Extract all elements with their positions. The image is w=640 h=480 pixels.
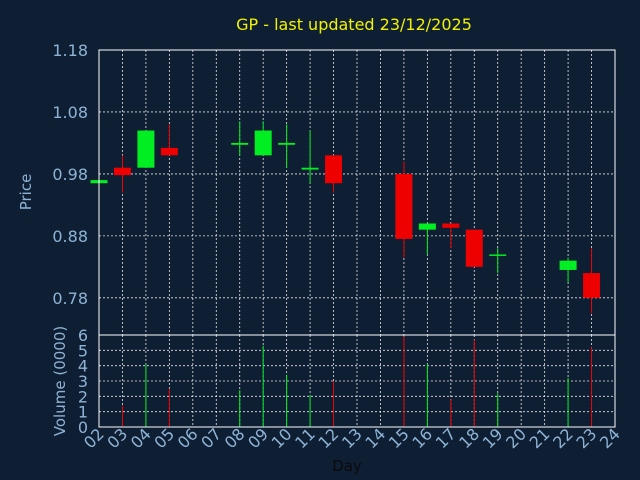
volume-plot-frame [98, 334, 616, 428]
volume-y-tick-label: 5 [78, 341, 88, 360]
price-panel: 1.18 1.08 0.98 0.88 0.78 Price [17, 41, 616, 336]
price-y-tick-label: 0.98 [52, 165, 88, 184]
candle-08 [231, 121, 249, 156]
candle-body [418, 223, 436, 230]
price-grid [99, 49, 615, 335]
candle-17 [442, 223, 460, 249]
volume-y-tick-label: 3 [78, 372, 88, 391]
candle-body [489, 254, 507, 256]
candle-body [137, 130, 155, 168]
volume-axis-label: Volume (0000) [51, 326, 69, 436]
candle-16 [418, 223, 436, 255]
x-axis-label: Day [332, 457, 362, 475]
price-y-tick-label: 0.88 [52, 227, 88, 246]
volume-y-tick-label: 0 [78, 418, 88, 437]
candle-09 [254, 121, 272, 156]
price-y-ticks: 1.18 1.08 0.98 0.88 0.78 [52, 41, 88, 308]
volume-y-tick-label: 6 [78, 326, 88, 345]
volume-bars [121, 336, 593, 427]
candle-22 [559, 257, 577, 283]
chart-title: GP - last updated 23/12/2025 [236, 15, 472, 34]
candle-23 [583, 248, 601, 314]
price-y-tick-label: 1.08 [52, 103, 88, 122]
volume-y-tick-label: 2 [78, 387, 88, 406]
price-y-tick-label: 1.18 [52, 41, 88, 60]
candle-body [231, 142, 249, 145]
candle-12 [325, 155, 343, 193]
candle-body [465, 229, 483, 267]
candle-body [395, 173, 413, 239]
candle-11 [301, 130, 319, 184]
candle-05 [160, 124, 178, 156]
candle-18 [465, 229, 483, 267]
candle-04 [137, 130, 155, 168]
candle-body [278, 142, 296, 145]
volume-y-tick-label: 4 [78, 357, 88, 376]
price-candles [90, 121, 601, 314]
price-y-tick-label: 0.78 [52, 289, 88, 308]
candle-body [325, 155, 343, 184]
candle-body [254, 130, 272, 156]
candle-15 [395, 161, 413, 258]
x-axis-ticks: 0203040506070809101112131415161718192021… [80, 424, 624, 452]
candle-body [160, 147, 178, 156]
x-tick-label: 24 [596, 424, 624, 452]
volume-grid [99, 334, 615, 428]
price-plot-frame [98, 49, 616, 336]
candle-body [442, 223, 460, 228]
volume-y-tick-label: 1 [78, 403, 88, 422]
candle-body [301, 167, 319, 170]
candle-body [559, 260, 577, 270]
candle-03 [113, 155, 131, 193]
candle-body [113, 167, 131, 176]
price-axis-label: Price [17, 174, 35, 211]
candle-body [583, 273, 601, 298]
candle-10 [278, 124, 296, 168]
candle-19 [489, 248, 507, 274]
